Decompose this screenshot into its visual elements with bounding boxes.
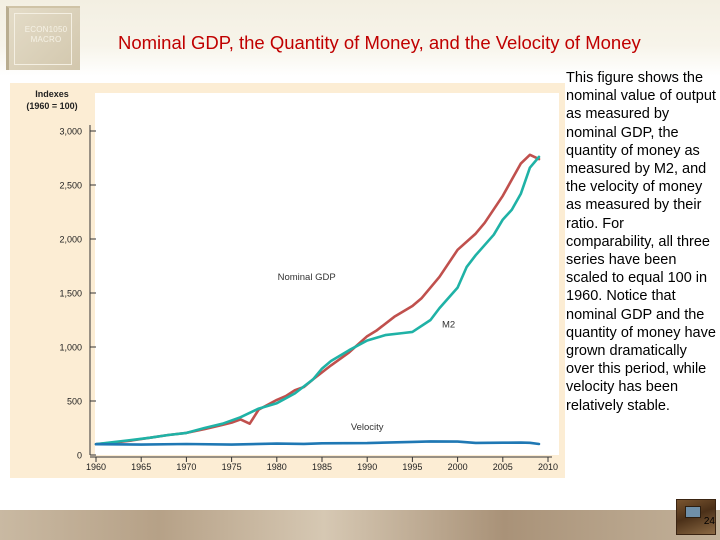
y-tick-label-2000: 2,000 bbox=[59, 235, 82, 245]
x-tick-label-2010: 2010 bbox=[538, 462, 558, 472]
y-axis-title-line-1: Indexes bbox=[35, 89, 69, 99]
axes: 0 500 1,000 1,500 2,000 2,500 3,000 1960 1965 197… bbox=[26, 89, 558, 472]
x-tick-label-2000: 2000 bbox=[448, 462, 468, 472]
series-label-velocity: Velocity bbox=[351, 422, 384, 433]
series-line-velocity bbox=[94, 440, 541, 446]
y-tick-label-0: 0 bbox=[77, 451, 82, 461]
y-axis-title-line-2: (1960 = 100) bbox=[26, 101, 77, 111]
header-band bbox=[0, 0, 720, 76]
logo-text: ECON1050 MACRO bbox=[9, 25, 83, 45]
x-tick-label-1960: 1960 bbox=[86, 462, 106, 472]
logo-frame bbox=[14, 13, 72, 65]
x-tick-label-2005: 2005 bbox=[493, 462, 513, 472]
series-line-m2 bbox=[94, 155, 541, 446]
slide-number: 24 bbox=[703, 516, 715, 527]
footer-band bbox=[0, 510, 720, 540]
y-tick-label-1500: 1,500 bbox=[59, 289, 82, 299]
y-tick-label-2500: 2,500 bbox=[59, 181, 82, 191]
logo-line-1: ECON1050 bbox=[24, 25, 68, 34]
course-logo: ECON1050 MACRO bbox=[6, 6, 80, 70]
logo-line-2: MACRO bbox=[30, 35, 62, 44]
footer-thumbnail-image bbox=[676, 499, 716, 535]
x-tick-label-1975: 1975 bbox=[222, 462, 242, 472]
series-labels: Nominal GDP M2 Velocity bbox=[278, 272, 456, 433]
figure-description: This figure shows the nominal value of o… bbox=[566, 70, 716, 414]
y-tick-label-1000: 1,000 bbox=[59, 343, 82, 353]
x-tick-label-1985: 1985 bbox=[312, 462, 332, 472]
y-tick-label-3000: 3,000 bbox=[59, 127, 82, 137]
x-tick-label-1995: 1995 bbox=[402, 462, 422, 472]
plot-area bbox=[95, 93, 559, 455]
x-tick-label-1990: 1990 bbox=[357, 462, 377, 472]
thumbnail-window bbox=[685, 506, 701, 518]
x-tick-label-1965: 1965 bbox=[131, 462, 151, 472]
series-lines bbox=[94, 153, 541, 446]
slide-title: Nominal GDP, the Quantity of Money, and … bbox=[118, 32, 641, 53]
x-tick-label-1970: 1970 bbox=[176, 462, 196, 472]
series-line-gdp bbox=[94, 153, 541, 446]
y-tick-label-500: 500 bbox=[67, 397, 82, 407]
series-label-gdp: Nominal GDP bbox=[278, 272, 336, 283]
series-label-m2: M2 bbox=[442, 320, 455, 331]
x-tick-label-1980: 1980 bbox=[267, 462, 287, 472]
